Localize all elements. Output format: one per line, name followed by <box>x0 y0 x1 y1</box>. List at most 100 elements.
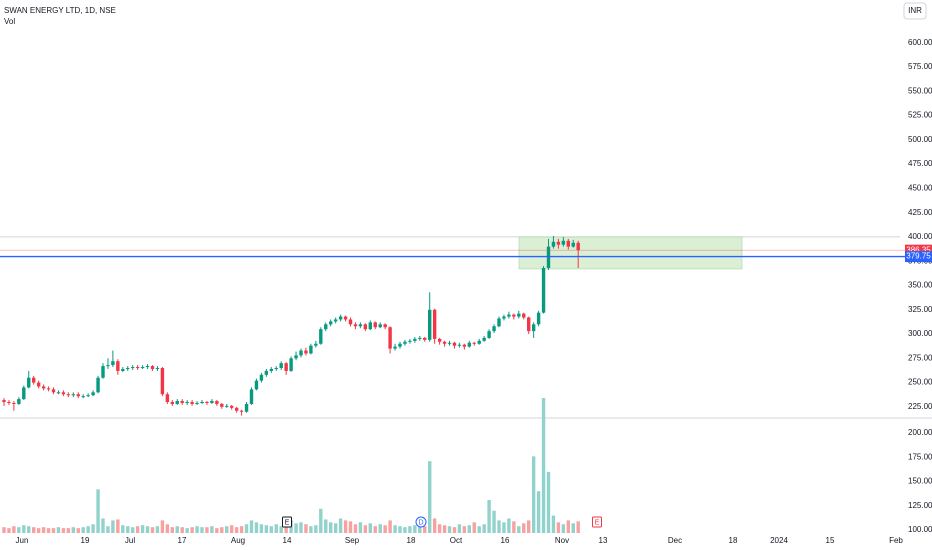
price-label: 386.35 <box>906 245 931 254</box>
candle-body <box>338 316 343 320</box>
price-label: 379.75 <box>906 252 931 261</box>
x-tick-label: 2024 <box>770 536 788 545</box>
volume-bar <box>531 456 536 533</box>
y-tick-label: 425.00 <box>908 208 932 217</box>
volume-bar <box>571 523 575 533</box>
candle-body <box>215 401 219 404</box>
candle-body <box>101 366 105 378</box>
candle-body <box>482 337 486 341</box>
x-tick-label: Nov <box>555 536 569 545</box>
candle-body <box>299 350 303 356</box>
currency-box[interactable] <box>903 2 927 20</box>
candle-body <box>467 342 471 347</box>
candle-body <box>41 386 46 389</box>
volume-bar <box>477 526 481 533</box>
volume-bar <box>437 524 442 533</box>
candle-body <box>502 316 506 319</box>
volume-bar <box>190 527 194 533</box>
y-tick-label: 500.00 <box>908 135 932 144</box>
volume-bar <box>403 527 407 533</box>
candle-body <box>86 395 90 397</box>
volume-bar <box>368 523 372 533</box>
volume-bar <box>338 518 343 533</box>
candle-body <box>383 324 387 328</box>
volume-bar <box>279 526 283 533</box>
y-tick-label: 550.00 <box>908 86 932 95</box>
candle-body <box>437 338 442 342</box>
volume-bar <box>492 510 496 533</box>
x-tick-label: Dec <box>668 536 682 545</box>
candle-body <box>145 366 150 368</box>
volume-bar <box>76 528 80 533</box>
candle-body <box>551 241 556 247</box>
candle-body <box>324 324 328 330</box>
candle-body <box>150 366 155 369</box>
candle-body <box>96 377 100 393</box>
x-tick-label: 17 <box>178 536 187 545</box>
candle-body <box>269 368 273 371</box>
volume-bar <box>497 520 501 533</box>
volume-bar <box>487 500 491 533</box>
y-tick-label: 275.00 <box>908 353 932 362</box>
volume-bar <box>561 524 566 533</box>
volume-bar <box>170 527 174 533</box>
volume-bar <box>522 523 526 533</box>
candle-body <box>546 246 551 268</box>
volume-bar <box>457 524 462 533</box>
candle-body <box>477 340 481 344</box>
volume-bar <box>96 489 100 533</box>
volume-bar <box>175 526 179 533</box>
candle-body <box>155 368 160 370</box>
x-tick-label: Jun <box>16 536 29 545</box>
candle-body <box>195 402 199 404</box>
candle-body <box>319 329 323 344</box>
volume-bar <box>116 519 120 533</box>
candle-body <box>388 327 392 349</box>
candle-body <box>32 377 36 383</box>
candle-body <box>190 402 194 404</box>
x-tick-label: 18 <box>407 536 416 545</box>
x-tick-label: 18 <box>729 536 738 545</box>
volume-bar <box>254 522 259 533</box>
volume-bar <box>343 520 348 533</box>
candle-body <box>81 396 85 398</box>
volume-bar <box>131 527 135 533</box>
volume-bar <box>383 525 387 533</box>
currency[interactable]: INR <box>908 6 922 15</box>
candle-body <box>259 374 264 381</box>
volume-bar <box>71 527 75 533</box>
volume-bar <box>259 524 264 533</box>
y-tick-label: 475.00 <box>908 159 932 168</box>
volume-bar <box>576 521 580 533</box>
volume-bar <box>329 522 333 533</box>
x-tick-label: Feb <box>889 536 903 545</box>
x-tick-label: 16 <box>501 536 510 545</box>
volume-bar <box>472 522 476 533</box>
candle-body <box>363 324 368 330</box>
candle-body <box>531 324 536 332</box>
candle-body <box>46 388 51 390</box>
volume-bar <box>512 521 516 533</box>
x-tick-label: Sep <box>345 536 360 545</box>
event-marker <box>415 516 427 528</box>
volume-bar <box>101 518 105 533</box>
volume-bar <box>348 521 353 533</box>
volume-bar <box>160 520 165 533</box>
volume-bar <box>378 524 382 533</box>
candle-body <box>116 361 120 371</box>
volume-bar <box>135 526 140 533</box>
candle-body <box>230 405 234 408</box>
volume-bar <box>502 522 506 533</box>
volume-bar <box>536 491 541 533</box>
candle-body <box>507 314 511 317</box>
volume-bar <box>363 525 368 533</box>
candle-body <box>175 401 179 404</box>
volume-bar <box>185 528 189 533</box>
volume-bar <box>249 520 254 533</box>
volume-bar <box>17 527 21 533</box>
x-tick-label: 15 <box>826 536 835 545</box>
volume-bar <box>432 518 437 533</box>
candle-body <box>428 309 432 340</box>
volume-bar <box>155 526 160 533</box>
